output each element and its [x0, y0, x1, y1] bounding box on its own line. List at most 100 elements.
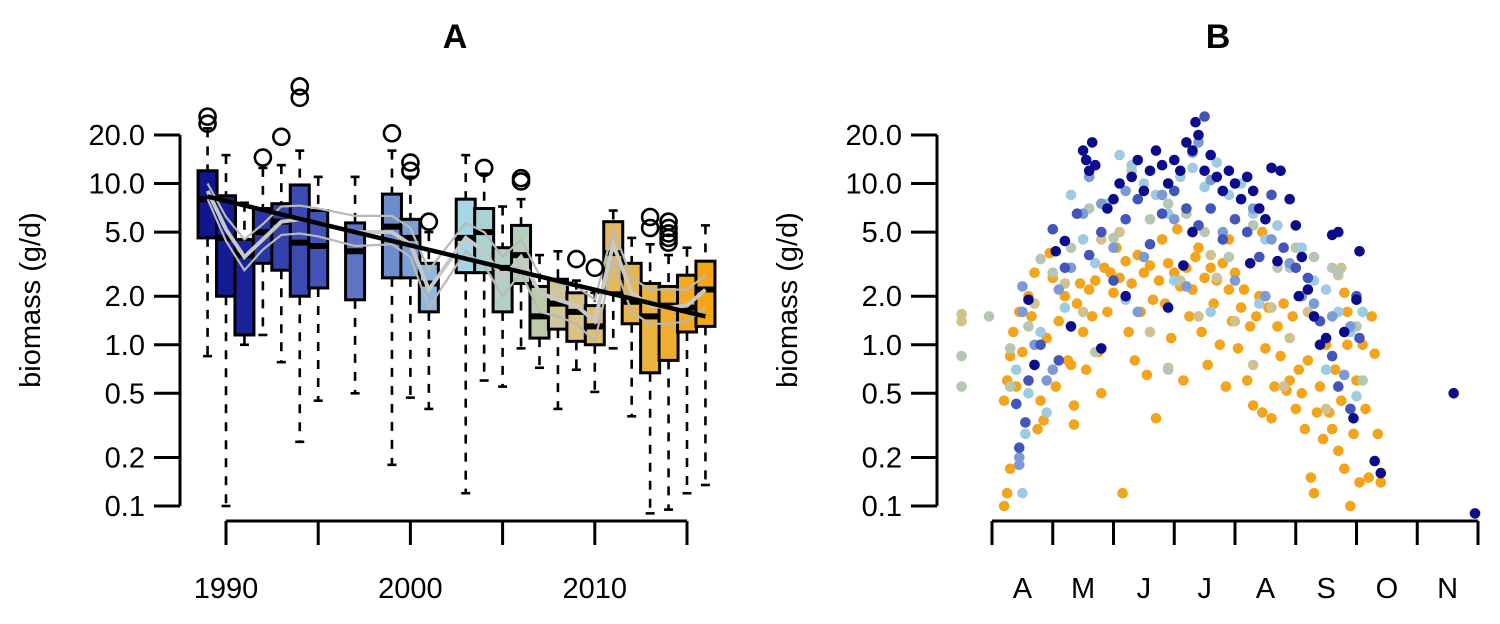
month-label: A — [1013, 573, 1033, 605]
outlier-point — [659, 212, 678, 231]
data-point — [1302, 355, 1314, 366]
data-point — [1086, 137, 1098, 148]
data-point — [1266, 162, 1277, 174]
data-point — [1090, 258, 1101, 269]
data-point — [998, 395, 1010, 407]
series-navy — [1023, 116, 1481, 519]
data-point — [1065, 359, 1077, 371]
data-point — [1108, 275, 1119, 286]
data-point — [1068, 400, 1080, 411]
data-point — [1141, 369, 1153, 381]
data-point — [1023, 321, 1034, 332]
data-point — [1126, 171, 1137, 183]
data-point — [1302, 284, 1314, 295]
data-point — [1083, 249, 1095, 261]
data-point — [1004, 343, 1016, 354]
panel-b-y-axis-label: biomass (g/d) — [772, 212, 804, 388]
data-point — [1333, 226, 1344, 238]
panel-b-points — [956, 111, 1481, 519]
data-point — [1129, 355, 1141, 366]
data-point — [1232, 343, 1244, 354]
boxplot-1995 — [307, 175, 330, 402]
outlier-point — [585, 258, 605, 278]
data-point — [1354, 477, 1365, 488]
y-tick-label: 2.0 — [105, 281, 145, 313]
data-point — [1156, 159, 1168, 171]
data-point — [1272, 321, 1283, 332]
data-point — [1017, 281, 1028, 292]
data-point — [1254, 251, 1265, 263]
data-point — [1238, 284, 1250, 295]
data-point — [1053, 315, 1065, 327]
data-point — [1214, 339, 1226, 351]
data-point — [1175, 165, 1186, 177]
outlier-point — [253, 148, 273, 167]
series-lightblue — [1011, 149, 1368, 499]
panel-a: A biomass (g/d) 0.1 0.2 0.5 1.0 2.0 5.0 10.0 20… — [15, 18, 717, 605]
data-point — [1144, 165, 1156, 177]
data-point — [1251, 311, 1262, 322]
y-tick-label: 5.0 — [105, 217, 145, 249]
month-label: M — [1071, 573, 1095, 605]
data-point — [1311, 407, 1323, 418]
data-point — [1096, 226, 1107, 238]
data-point — [1320, 284, 1332, 295]
data-point — [1296, 251, 1308, 263]
data-point — [1260, 290, 1271, 302]
month-label: O — [1376, 573, 1399, 605]
data-point — [1096, 234, 1107, 245]
data-point — [1083, 284, 1095, 295]
data-point — [1132, 193, 1144, 205]
data-point — [1193, 137, 1204, 148]
data-point — [1302, 272, 1314, 284]
data-point — [1314, 339, 1326, 351]
data-point — [1193, 311, 1204, 322]
data-point — [1339, 463, 1350, 475]
outlier-point — [382, 123, 402, 143]
data-point — [1266, 413, 1277, 424]
outlier-point — [272, 127, 291, 147]
data-point — [1041, 375, 1052, 386]
outlier-point — [198, 114, 217, 134]
data-point — [1290, 403, 1302, 415]
month-label: S — [1316, 573, 1335, 605]
lower-confidence-line — [206, 198, 707, 344]
data-point — [1162, 302, 1174, 313]
data-point — [1339, 287, 1350, 299]
data-point — [1108, 232, 1119, 244]
data-point — [1241, 171, 1253, 183]
data-point — [1004, 463, 1016, 475]
data-point — [1047, 364, 1059, 376]
boxplot-1997 — [344, 175, 367, 395]
data-point — [1132, 306, 1144, 318]
data-point — [1090, 159, 1101, 171]
outlier-point — [511, 168, 531, 188]
data-point — [1287, 311, 1298, 322]
outlier-point — [659, 224, 678, 243]
data-point — [1360, 403, 1371, 415]
data-point — [1354, 246, 1365, 257]
data-point — [1260, 343, 1271, 354]
data-point — [1333, 267, 1344, 279]
data-point — [1011, 364, 1022, 376]
month-label: J — [1197, 573, 1212, 605]
data-point — [1074, 278, 1086, 289]
boxplot-1992 — [251, 166, 274, 337]
data-point — [1144, 214, 1156, 225]
data-point — [1278, 381, 1289, 392]
boxplot-1990 — [215, 153, 237, 508]
data-point — [1348, 428, 1359, 440]
data-point — [1241, 375, 1253, 386]
data-point — [1375, 477, 1387, 488]
data-point — [1345, 500, 1356, 512]
data-point — [1339, 369, 1350, 381]
data-point — [1326, 311, 1338, 322]
data-point — [1017, 487, 1028, 499]
data-point — [1184, 311, 1195, 322]
data-point — [1223, 284, 1235, 295]
data-point — [1293, 290, 1305, 302]
data-point — [1020, 417, 1031, 428]
panel-a-lines — [205, 182, 707, 344]
